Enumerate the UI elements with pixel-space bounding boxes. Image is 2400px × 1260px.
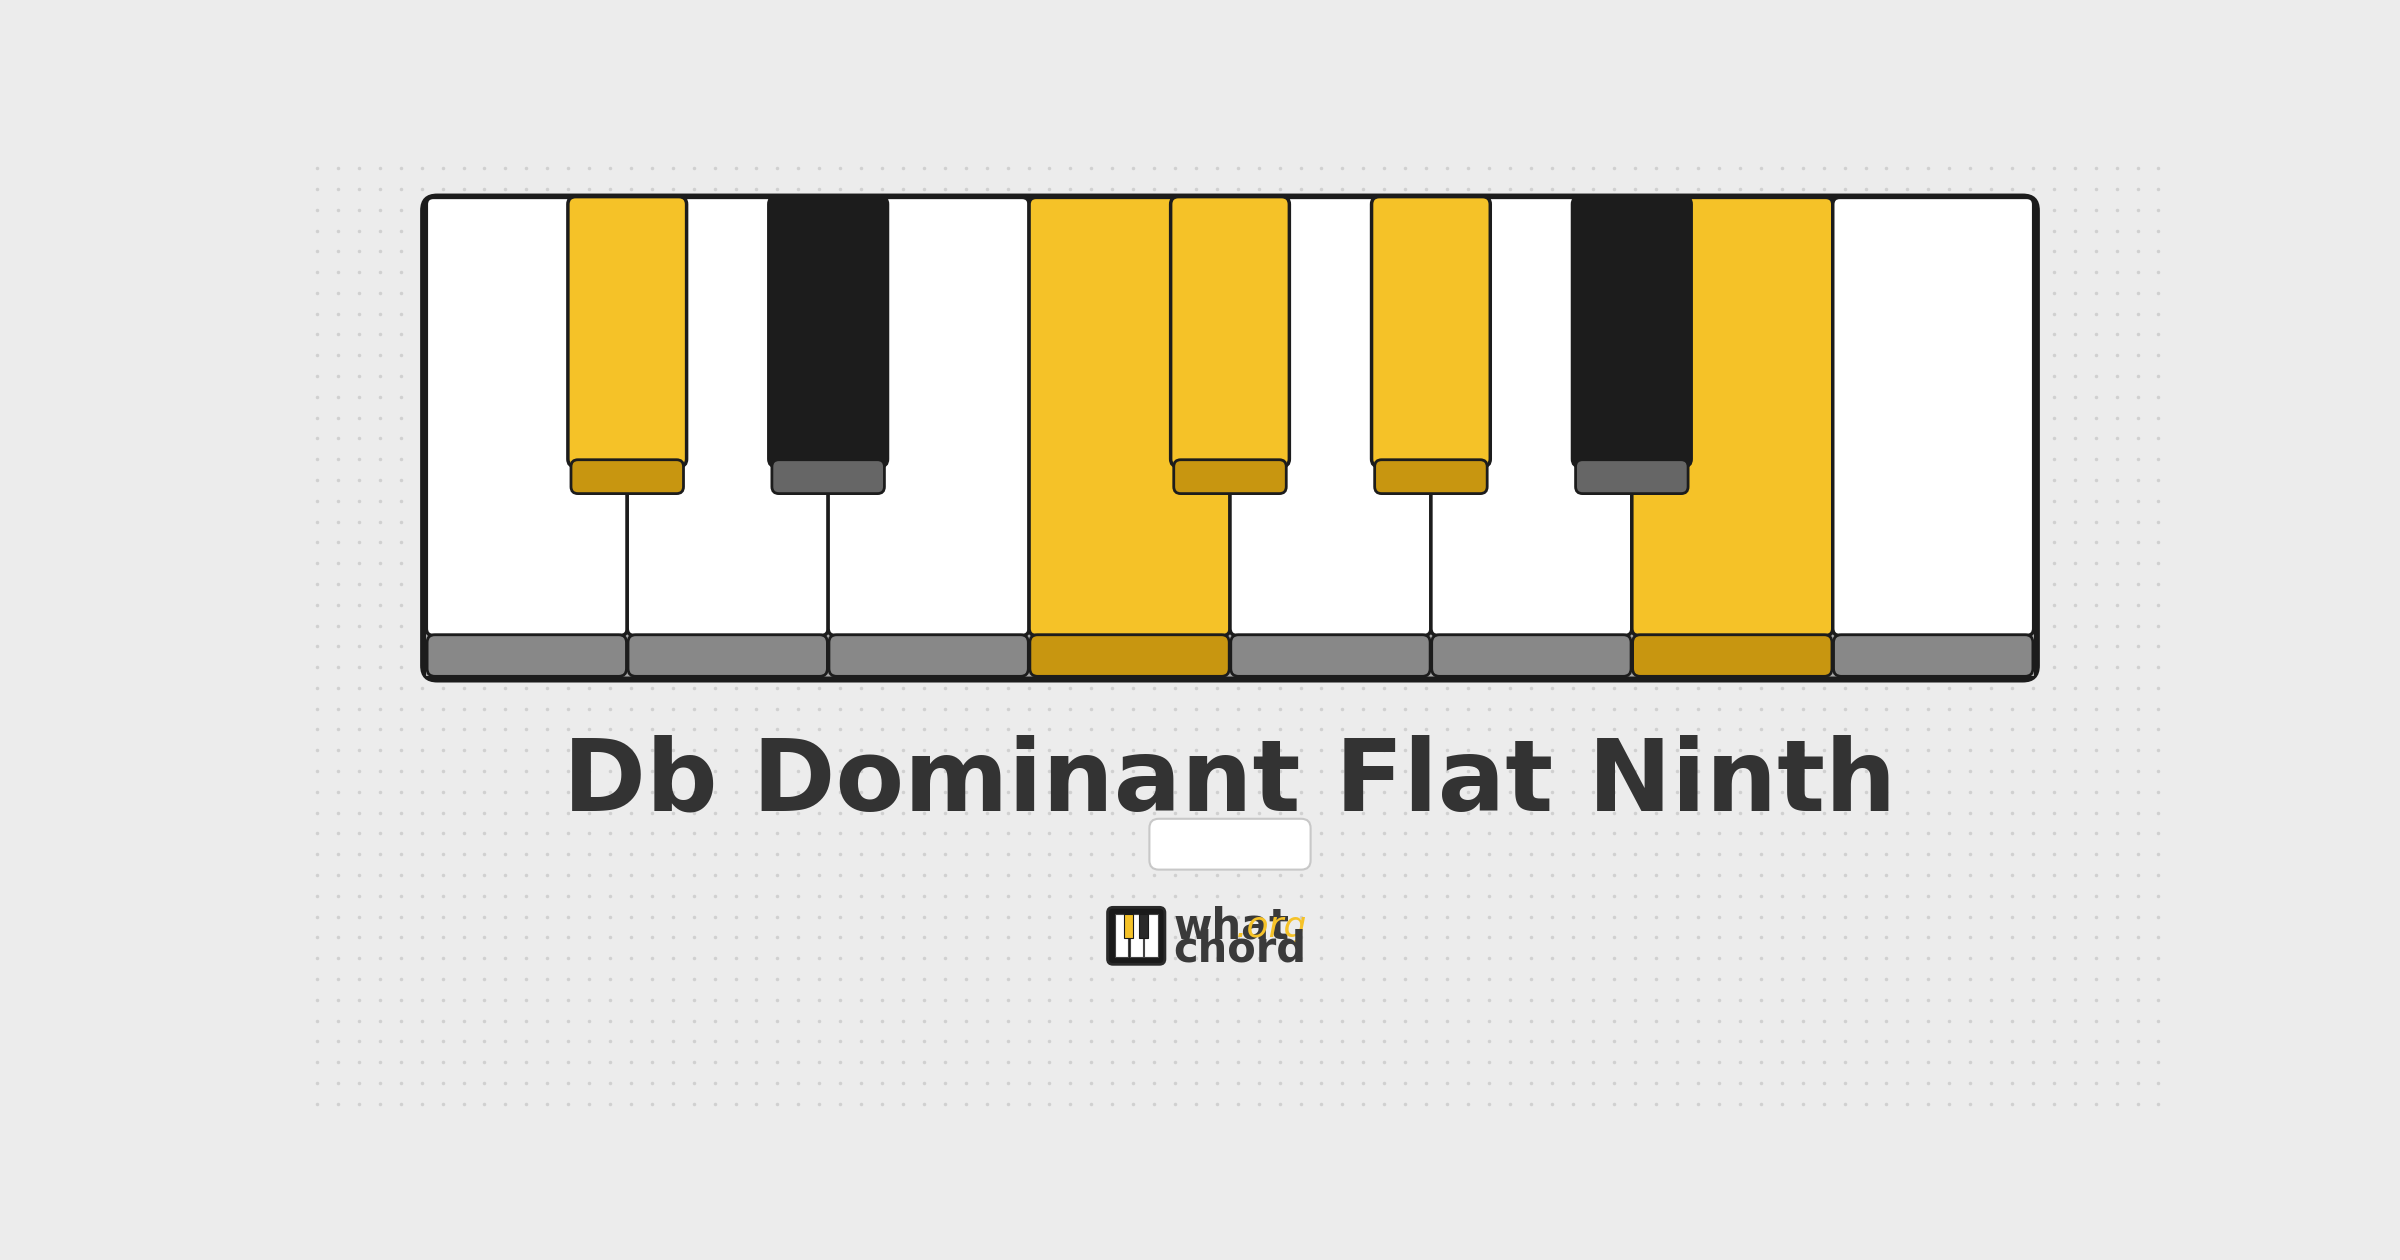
Text: Db Dominant Flat Ninth: Db Dominant Flat Ninth	[564, 735, 1896, 832]
Text: what: what	[1174, 906, 1289, 948]
Bar	[1145, 914, 1157, 956]
FancyBboxPatch shape	[1106, 907, 1164, 964]
FancyBboxPatch shape	[1030, 198, 1231, 635]
FancyBboxPatch shape	[1572, 197, 1692, 466]
FancyBboxPatch shape	[1574, 460, 1687, 494]
Bar	[1140, 914, 1147, 937]
FancyBboxPatch shape	[1375, 460, 1488, 494]
FancyBboxPatch shape	[1632, 198, 1834, 635]
FancyBboxPatch shape	[427, 198, 626, 635]
Text: chord: chord	[1174, 929, 1306, 970]
FancyBboxPatch shape	[1231, 198, 1430, 635]
FancyBboxPatch shape	[427, 199, 2033, 677]
FancyBboxPatch shape	[1632, 635, 1831, 677]
FancyBboxPatch shape	[569, 197, 686, 466]
Bar	[1114, 914, 1128, 956]
Text: .org: .org	[1236, 910, 1308, 944]
FancyBboxPatch shape	[828, 198, 1030, 635]
Bar	[1123, 914, 1133, 937]
FancyBboxPatch shape	[629, 635, 828, 677]
FancyBboxPatch shape	[768, 197, 888, 466]
FancyBboxPatch shape	[1834, 635, 2033, 677]
FancyBboxPatch shape	[1150, 819, 1310, 869]
FancyBboxPatch shape	[1231, 635, 1430, 677]
FancyBboxPatch shape	[1834, 198, 2033, 635]
FancyBboxPatch shape	[420, 194, 2040, 683]
FancyBboxPatch shape	[571, 460, 684, 494]
FancyBboxPatch shape	[1030, 635, 1229, 677]
FancyBboxPatch shape	[1171, 197, 1289, 466]
FancyBboxPatch shape	[1433, 635, 1632, 677]
FancyBboxPatch shape	[1174, 460, 1286, 494]
Bar	[427, 629, 2033, 677]
FancyBboxPatch shape	[1430, 198, 1632, 635]
FancyBboxPatch shape	[773, 460, 886, 494]
FancyBboxPatch shape	[1370, 197, 1490, 466]
FancyBboxPatch shape	[828, 635, 1027, 677]
FancyBboxPatch shape	[427, 635, 626, 677]
FancyBboxPatch shape	[626, 198, 828, 635]
Text: Db7b9: Db7b9	[1166, 825, 1294, 863]
Bar	[1130, 914, 1142, 956]
